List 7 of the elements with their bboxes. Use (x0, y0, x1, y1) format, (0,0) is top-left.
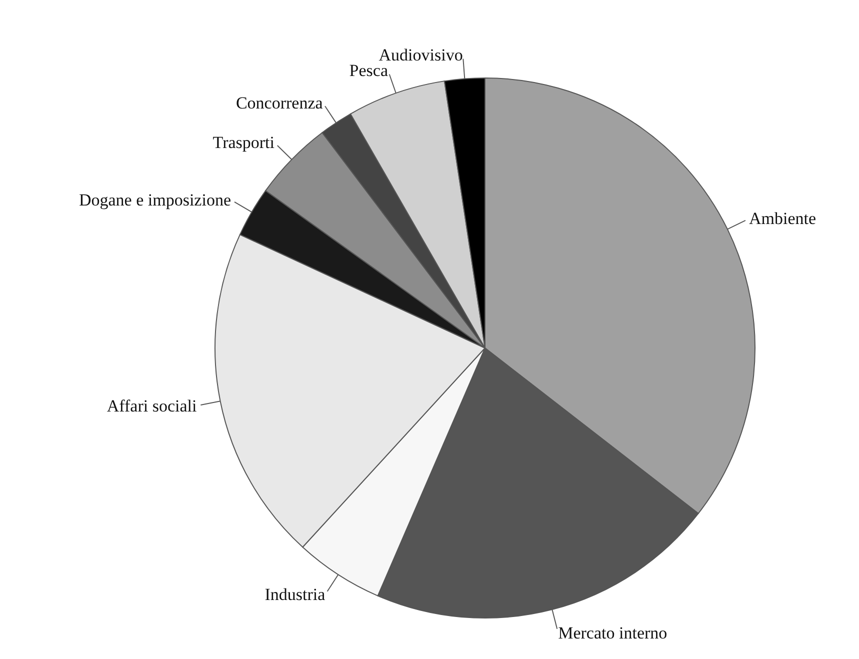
slice-label: Dogane e imposizione (78, 190, 232, 210)
slice-label: Industria (264, 585, 326, 604)
slice-label: Affari sociali (106, 396, 198, 416)
slice-label: Trasporti (212, 133, 275, 152)
slice-label: Ambiente (749, 209, 816, 228)
slice-label: Concorrenza (236, 93, 324, 112)
slice-label: Mercato interno (558, 623, 668, 642)
